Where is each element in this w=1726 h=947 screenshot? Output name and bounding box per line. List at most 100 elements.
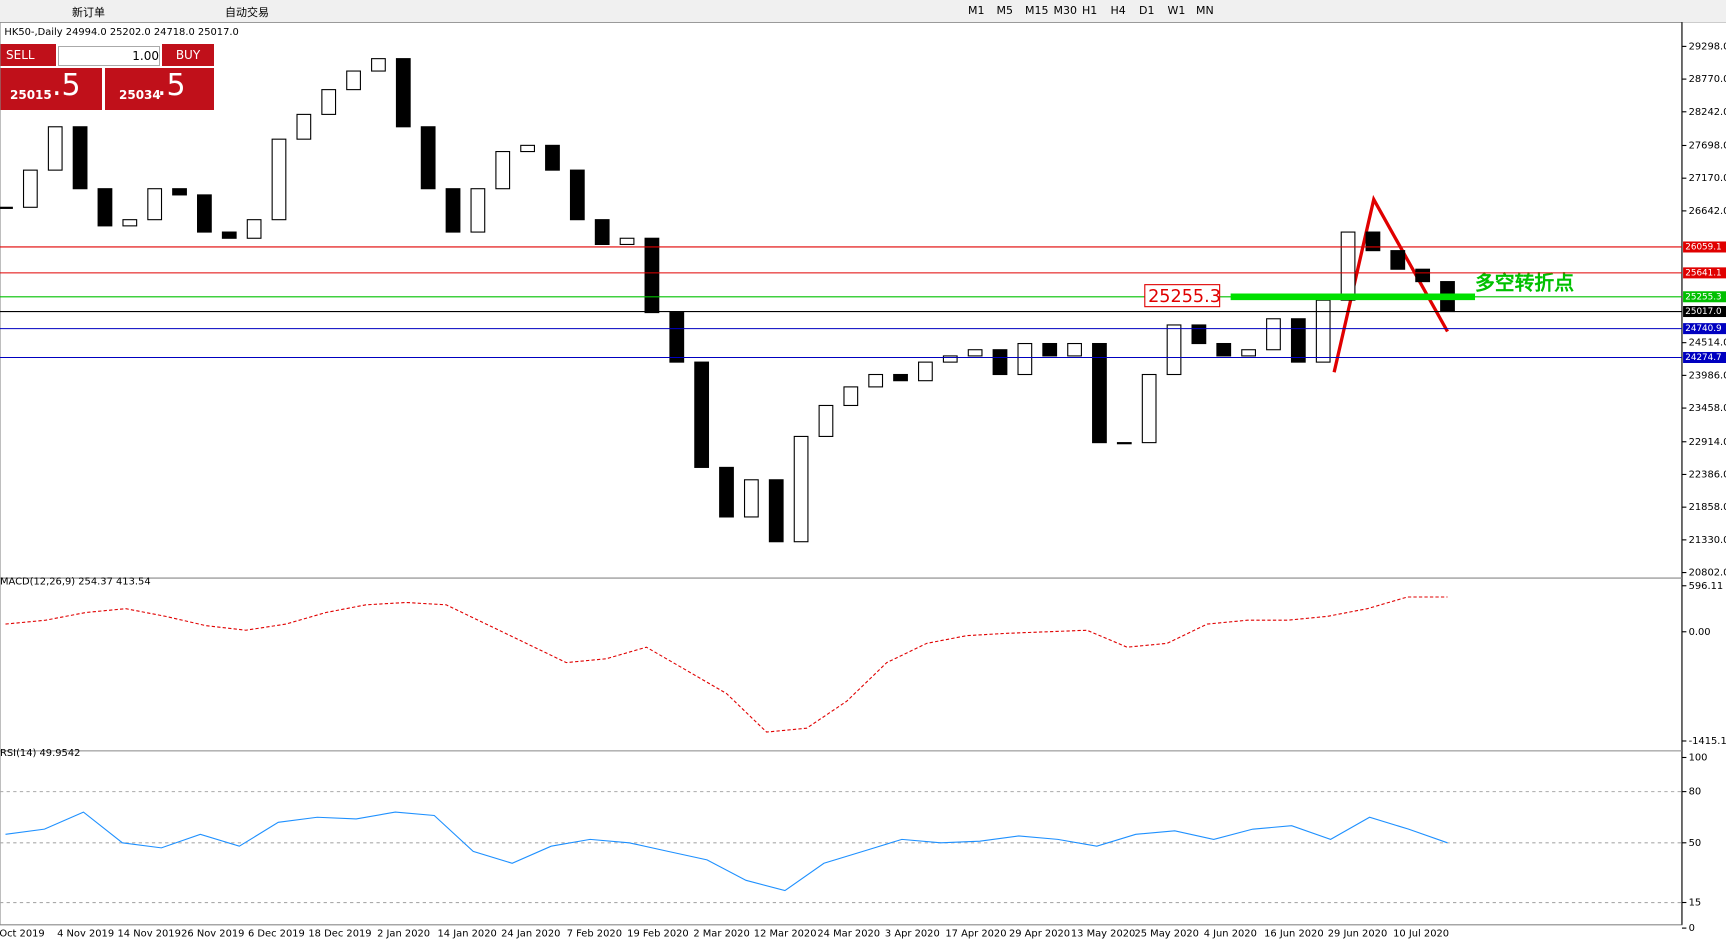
y-tick-label: 20802.0 <box>1689 568 1726 579</box>
y-tick-label: 27698.0 <box>1689 140 1726 151</box>
timeframe-button[interactable]: D1 <box>1139 4 1155 17</box>
candle-body <box>694 361 710 468</box>
candle-body <box>1365 231 1381 252</box>
level-label: 25017.0 <box>1685 307 1722 317</box>
y-tick-label: 0.00 <box>1689 627 1711 638</box>
candle-body <box>1266 318 1281 351</box>
candle-body <box>197 194 212 233</box>
y-tick-label: 22386.0 <box>1689 469 1726 480</box>
timeframe-button[interactable]: MN <box>1196 4 1214 17</box>
indicator-line <box>5 596 1448 733</box>
sell-price[interactable]: 25015.5 <box>0 68 102 110</box>
y-tick-label: 22914.0 <box>1689 437 1726 448</box>
candle-body <box>72 126 88 190</box>
x-tick-label: 24 Mar 2020 <box>817 929 880 940</box>
candle-body <box>47 126 63 171</box>
candle-body <box>221 231 237 239</box>
y-tick-label: 21858.0 <box>1689 502 1726 513</box>
candle-body <box>346 70 361 91</box>
sell-price-main: 25015 <box>10 88 52 102</box>
y-tick-label: 26642.0 <box>1689 206 1726 217</box>
x-tick-label: 13 May 2020 <box>1071 929 1136 940</box>
candle-body <box>1116 442 1132 445</box>
candle-body <box>569 169 585 221</box>
x-tick-label: 4 Nov 2019 <box>57 929 114 940</box>
level-tag <box>1683 351 1726 363</box>
sell-button[interactable]: SELL <box>0 44 56 66</box>
level-tag <box>1683 267 1726 279</box>
x-tick-label: 29 Apr 2020 <box>1009 929 1070 940</box>
x-tick-label: 14 Nov 2019 <box>118 929 181 940</box>
candle-body <box>818 404 834 437</box>
candle-body <box>1241 349 1256 357</box>
timeframe-button[interactable]: W1 <box>1167 4 1186 17</box>
y-tick-label: 29298.0 <box>1689 41 1726 52</box>
candle-body <box>1216 342 1232 357</box>
candle-body <box>743 479 759 518</box>
y-tick-label: 27170.0 <box>1689 173 1726 184</box>
candle-body <box>147 188 163 221</box>
candle-body <box>371 58 386 72</box>
candle-body <box>1415 268 1431 283</box>
candle-body <box>1191 324 1207 345</box>
timeframe-button[interactable]: H4 <box>1110 4 1126 17</box>
candle-body <box>992 349 1008 376</box>
y-tick-label: 23986.0 <box>1689 370 1726 381</box>
trade-panel: SELL 1.00 BUY 25015.5 25034.5 <box>0 44 214 110</box>
y-tick-label: 23458.0 <box>1689 403 1726 414</box>
candle-body <box>321 89 337 115</box>
lots-input[interactable]: 1.00 <box>58 46 160 66</box>
timeframe-button[interactable]: H1 <box>1082 4 1098 17</box>
candle-body <box>868 373 884 388</box>
candle-body <box>942 355 958 363</box>
timeframe-button[interactable]: M30 <box>1053 4 1078 17</box>
y-tick-label: -1415.19 <box>1689 736 1726 747</box>
timeframe-button[interactable]: M1 <box>968 4 985 17</box>
candle-body <box>918 361 933 382</box>
drawn-arrow <box>1332 194 1449 373</box>
auto-trade-button[interactable]: 自动交易 <box>225 6 269 19</box>
timeframe-button[interactable]: M5 <box>996 4 1014 17</box>
new-order-button[interactable]: 新订单 <box>72 6 105 19</box>
candle-body <box>122 219 138 227</box>
timeframe-button[interactable]: M15 <box>1025 4 1049 17</box>
x-tick-label: 12 Mar 2020 <box>754 929 817 940</box>
level-label: 24740.9 <box>1685 324 1721 334</box>
candle-body <box>1017 342 1033 376</box>
candle-body <box>1340 231 1356 301</box>
x-tick-label: 24 Jan 2020 <box>501 929 560 940</box>
buy-button[interactable]: BUY <box>162 44 214 66</box>
x-tick-label: 19 Feb 2020 <box>627 929 689 940</box>
level-label: 25255.3 <box>1685 292 1721 302</box>
indicator-title: MACD(12,26,9) 254.37 413.54 <box>0 576 151 587</box>
y-tick-label: 50 <box>1689 838 1702 849</box>
y-tick-label: 28242.0 <box>1689 107 1726 118</box>
x-tick-label: 2 Mar 2020 <box>693 929 749 940</box>
candle-body <box>495 151 511 190</box>
candle-body <box>395 58 411 128</box>
candle-body <box>296 113 312 140</box>
y-tick-label: 28770.0 <box>1689 74 1726 85</box>
candle-body <box>520 144 535 153</box>
candle-body <box>1141 373 1157 444</box>
x-tick-label: 26 Nov 2019 <box>181 929 244 940</box>
x-tick-label: 29 Jun 2020 <box>1328 929 1388 940</box>
candle-body <box>768 479 784 543</box>
buy-price[interactable]: 25034.5 <box>105 68 214 110</box>
annotation: 多空转折点 <box>1475 272 1574 295</box>
candle-body <box>172 188 187 196</box>
toolbar: 新订单 自动交易 M1 M5 M15 M30 H1 H4 D1 W1 MN <box>0 0 1726 23</box>
candle-body <box>594 219 610 246</box>
candle-body <box>644 237 660 314</box>
indicator-title: RSI(14) 49.9542 <box>0 748 80 759</box>
buy-price-main: 25034 <box>119 88 161 102</box>
level-tag <box>1683 291 1726 303</box>
y-tick-label: 24514.0 <box>1689 338 1726 349</box>
buy-price-frac: .5 <box>157 68 186 103</box>
level-tag <box>1683 241 1726 253</box>
y-tick-label: 80 <box>1689 787 1702 798</box>
candle-body <box>619 237 635 246</box>
candle-body <box>1067 342 1082 357</box>
candle-body <box>843 386 859 407</box>
candle-body <box>1315 299 1331 363</box>
